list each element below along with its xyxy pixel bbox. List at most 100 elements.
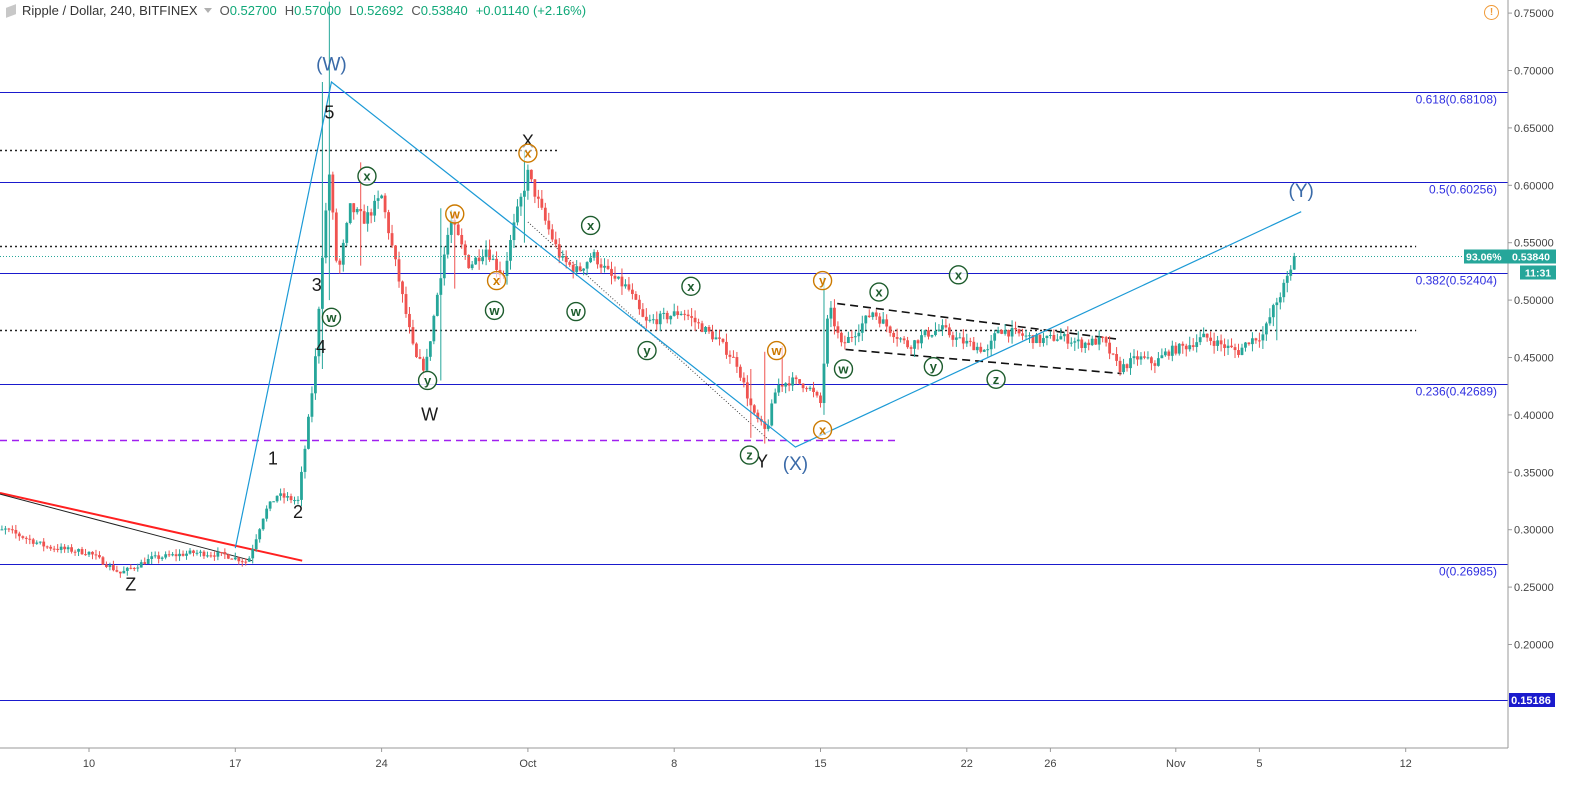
- candle-body: [836, 326, 840, 333]
- candle-body: [394, 245, 397, 260]
- candle-body: [944, 325, 948, 328]
- candle-body: [1177, 343, 1181, 354]
- candle-body: [408, 313, 411, 328]
- wave-circle-text: y: [424, 373, 432, 388]
- candle-body: [4, 528, 7, 530]
- candle-body: [1247, 342, 1251, 345]
- candle-body: [1188, 345, 1192, 350]
- candle-body: [1066, 334, 1070, 344]
- wave-label: Z: [125, 575, 136, 595]
- candle-body: [1094, 338, 1098, 345]
- candle-body: [439, 278, 443, 295]
- candle-body: [958, 337, 962, 339]
- candle-body: [14, 529, 18, 534]
- chevron-down-icon[interactable]: [203, 7, 212, 13]
- current-price-badge: [1464, 249, 1556, 264]
- candle-body: [237, 557, 241, 562]
- candle-body: [840, 332, 843, 343]
- x-tick-label: 26: [1044, 758, 1056, 770]
- candle-body: [571, 264, 575, 273]
- candle-body: [540, 198, 544, 208]
- warning-icon[interactable]: !: [1484, 5, 1499, 20]
- candle-body: [603, 265, 606, 268]
- candle-body: [150, 556, 154, 559]
- candle-body: [693, 317, 697, 323]
- dotted-levels-layer: [0, 149, 1417, 442]
- candle-body: [383, 195, 387, 213]
- candle-body: [449, 220, 453, 235]
- low-label: L: [349, 2, 357, 18]
- trend-line: [0, 493, 253, 562]
- y-tick-label: 0.75000: [1514, 8, 1554, 20]
- candle-body: [808, 387, 812, 390]
- wave-circle: [948, 265, 969, 285]
- candle-body: [1167, 351, 1171, 356]
- candle-body: [73, 551, 77, 553]
- candle-body: [240, 561, 244, 563]
- candle-body: [341, 242, 345, 265]
- wave-circle: [566, 301, 586, 322]
- wave-circle-text: y: [819, 273, 827, 288]
- x-tick-label: Oct: [519, 758, 536, 770]
- candle-body: [275, 495, 279, 502]
- wave-circle-label: w: [833, 359, 854, 379]
- wave-label: 2: [293, 502, 303, 522]
- candle-body: [1146, 357, 1150, 359]
- candle-body: [1000, 330, 1004, 334]
- candle-body: [829, 307, 833, 319]
- candle-body: [1059, 336, 1063, 340]
- candle-body: [1278, 297, 1282, 303]
- wave-circle-label: x: [486, 270, 507, 291]
- candle-body: [105, 564, 108, 567]
- candle-body: [1003, 329, 1007, 334]
- candle-body: [0, 529, 4, 531]
- candle-body: [986, 349, 990, 351]
- x-tick-label: 24: [375, 758, 387, 770]
- candle-body: [21, 536, 25, 538]
- fib-levels-layer: 0.618(0.68108) 0.5(0.60256) 0.382(0.52404)…: [0, 92, 1508, 701]
- candle-body: [17, 533, 21, 537]
- candle-body: [216, 552, 220, 557]
- candle-body: [732, 356, 735, 358]
- candle-body: [258, 529, 262, 540]
- candle-body: [1111, 353, 1115, 355]
- candle-body: [470, 264, 474, 269]
- candle-body: [425, 356, 429, 371]
- symbol-legend: Ripple / Dollar, 240, BITFINEX O 0.52700 …: [0, 0, 586, 20]
- candle-body: [941, 325, 944, 330]
- fib-level-label: 0.618(0.68108): [1416, 93, 1497, 107]
- candle-body: [794, 377, 798, 380]
- candle-body: [954, 337, 958, 340]
- candle-body: [435, 294, 439, 316]
- candle-body: [620, 276, 624, 287]
- candle-body: [422, 358, 425, 371]
- wave-circle-text: w: [325, 310, 337, 325]
- candle-body: [1062, 334, 1066, 337]
- countdown-badge: [1520, 265, 1556, 280]
- wave-circle: [484, 300, 505, 321]
- candle-body: [637, 299, 641, 310]
- y-tick-label: 0.50000: [1514, 295, 1554, 307]
- candle-body: [725, 341, 728, 355]
- y-tick-label: 0.25000: [1514, 582, 1554, 594]
- candle-body: [411, 327, 415, 344]
- candle-body: [1285, 275, 1289, 283]
- candle-body: [1052, 334, 1056, 341]
- candle-body: [118, 571, 122, 574]
- candle-body: [1209, 337, 1213, 341]
- symbol-title[interactable]: Ripple / Dollar, 240, BITFINEX: [22, 2, 198, 18]
- wave-circle-text: w: [449, 207, 461, 222]
- candle-body: [826, 318, 829, 364]
- candle-body: [947, 327, 951, 336]
- wave-circle-label: w: [445, 204, 465, 224]
- candle-body: [745, 382, 749, 399]
- candle-body: [860, 323, 864, 333]
- candle-body: [550, 229, 554, 240]
- plot-area: [0, 0, 1508, 748]
- candle-body: [547, 220, 551, 230]
- candle-body: [185, 553, 188, 556]
- candle-body: [327, 174, 331, 211]
